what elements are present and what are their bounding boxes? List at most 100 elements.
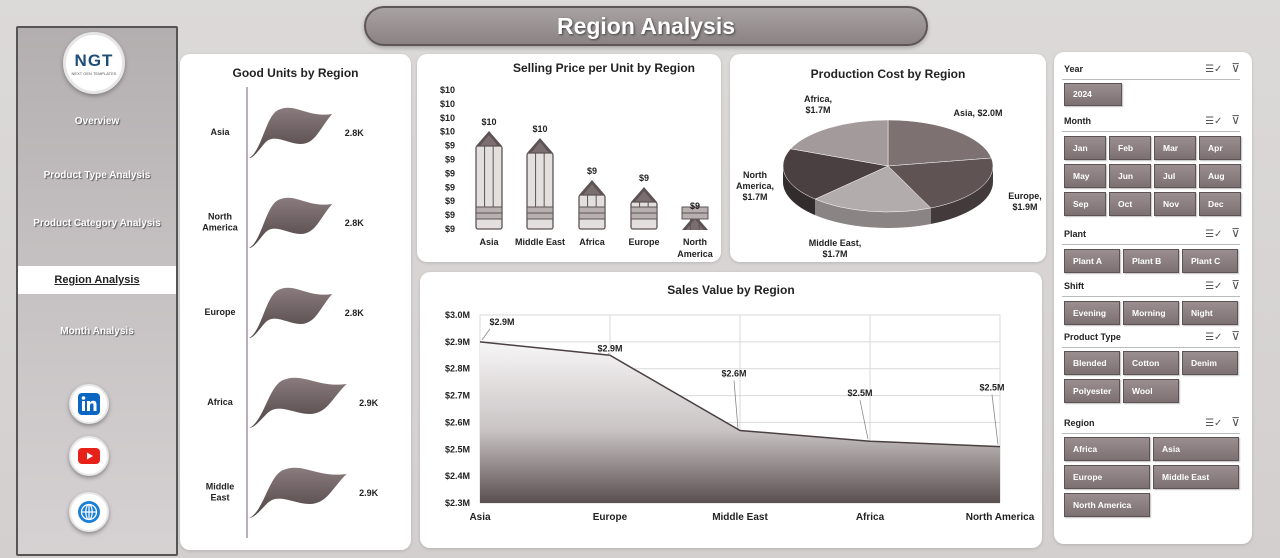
shift-slicer-controls: ☰✓ ⊽ xyxy=(1205,278,1240,292)
category-label-north-america: North xyxy=(683,237,707,247)
region-slicer-title: Region xyxy=(1064,418,1095,428)
plant-option-plant-a[interactable]: Plant A xyxy=(1064,249,1120,273)
multi-select-icon[interactable]: ☰✓ xyxy=(1205,281,1226,292)
region-option-middle-east[interactable]: Middle East xyxy=(1153,465,1239,489)
month-option-sep[interactable]: Sep xyxy=(1064,192,1106,216)
pie-side-middle-east xyxy=(815,199,931,228)
multi-select-icon[interactable]: ☰✓ xyxy=(1205,229,1226,240)
data-label-north-america: North America, $1.7M xyxy=(736,170,774,202)
bar-tip-shade-asia xyxy=(480,135,498,146)
region-option-europe[interactable]: Europe xyxy=(1064,465,1150,489)
clear-filter-icon[interactable]: ⊽ xyxy=(1231,226,1240,240)
shift-option-night[interactable]: Night xyxy=(1182,301,1238,325)
clear-filter-icon[interactable]: ⊽ xyxy=(1231,113,1240,127)
clear-filter-icon[interactable]: ⊽ xyxy=(1231,415,1240,429)
month-option-nov[interactable]: Nov xyxy=(1154,192,1196,216)
data-label-africa: 2.9K xyxy=(359,398,379,408)
sidebar-item-region-analysis[interactable]: Region Analysis xyxy=(18,266,176,294)
bar-africa xyxy=(249,377,347,428)
plant-option-plant-b[interactable]: Plant B xyxy=(1123,249,1179,273)
month-option-oct[interactable]: Oct xyxy=(1109,192,1151,216)
sidebar-item-month-analysis[interactable]: Month Analysis xyxy=(60,326,134,337)
leader-line xyxy=(991,394,999,445)
category-label-asia: Asia xyxy=(479,237,499,247)
product_type-option-denim[interactable]: Denim xyxy=(1182,351,1238,375)
data-label-asia: $10 xyxy=(481,117,496,127)
plant-option-plant-c[interactable]: Plant C xyxy=(1182,249,1238,273)
multi-select-icon[interactable]: ☰✓ xyxy=(1205,332,1226,343)
y-tick-label: $9 xyxy=(445,141,455,151)
y-tick-label: $2.9M xyxy=(445,337,470,347)
youtube-icon[interactable] xyxy=(69,436,109,476)
linkedin-icon[interactable] xyxy=(69,384,109,424)
category-label-europe: Europe xyxy=(593,512,628,523)
globe-icon[interactable] xyxy=(69,492,109,532)
clear-filter-icon[interactable]: ⊽ xyxy=(1231,278,1240,292)
product_type-slicer-title: Product Type xyxy=(1064,332,1121,342)
shift-option-morning[interactable]: Morning xyxy=(1123,301,1179,325)
region-slicer-divider xyxy=(1062,433,1240,434)
data-label-africa: Africa, $1.7M xyxy=(804,94,832,115)
data-label-europe: Europe, $1.9M xyxy=(1008,191,1042,212)
multi-select-icon[interactable]: ☰✓ xyxy=(1205,64,1226,75)
pie-side-europe xyxy=(930,166,993,225)
pie-slice-north-america xyxy=(782,148,889,200)
region-option-north-america[interactable]: North America xyxy=(1064,493,1150,517)
y-tick-label: $9 xyxy=(445,155,455,165)
bar-tip-shade-europe xyxy=(635,191,653,202)
month-option-jan[interactable]: Jan xyxy=(1064,136,1106,160)
year-slicer-title: Year xyxy=(1064,64,1084,74)
category-label-middle-east: East xyxy=(210,493,229,503)
shift-slicer-title: Shift xyxy=(1064,281,1084,291)
multi-select-icon[interactable]: ☰✓ xyxy=(1205,418,1226,429)
plant-slicer-controls: ☰✓ ⊽ xyxy=(1205,226,1240,240)
month-slicer-divider xyxy=(1062,131,1240,132)
data-label-middle-east: Middle East, $1.7M xyxy=(809,238,862,259)
bar-tip-shade-africa xyxy=(583,184,601,195)
logo: NGT NEXT GEN TEMPLATES xyxy=(63,32,125,94)
data-label-europe: 2.8K xyxy=(345,308,365,318)
selling-price-panel: Selling Price per Unit by Region $10 $10 $… xyxy=(417,54,721,262)
year-option-2024[interactable]: 2024 xyxy=(1064,83,1122,106)
month-slicer-controls: ☰✓ ⊽ xyxy=(1205,113,1240,127)
category-label-africa: Africa xyxy=(207,397,234,407)
region-option-africa[interactable]: Africa xyxy=(1064,437,1150,461)
month-option-aug[interactable]: Aug xyxy=(1199,164,1241,188)
production-cost-title: Production Cost by Region xyxy=(810,67,966,81)
category-label-europe: Europe xyxy=(628,237,659,247)
y-tick-label: $9 xyxy=(445,196,455,206)
pie-slice-europe xyxy=(887,157,994,209)
filter-panel: Year ☰✓ ⊽ 2024 Month ☰✓ ⊽ Jan Feb Mar Apr May Jun J… xyxy=(1054,52,1252,544)
sidebar-item-overview[interactable]: Overview xyxy=(74,116,120,127)
plant-slicer-title: Plant xyxy=(1064,229,1087,239)
data-label-europe: $9 xyxy=(639,173,649,183)
product_type-option-polyester[interactable]: Polyester xyxy=(1064,379,1120,403)
clear-filter-icon[interactable]: ⊽ xyxy=(1231,61,1240,75)
month-option-dec[interactable]: Dec xyxy=(1199,192,1241,216)
category-label-asia: Asia xyxy=(469,512,491,523)
product_type-option-blended[interactable]: Blended xyxy=(1064,351,1120,375)
category-label-north-america: America xyxy=(202,223,239,233)
y-tick-label: $9 xyxy=(445,210,455,220)
multi-select-icon[interactable]: ☰✓ xyxy=(1205,116,1226,127)
sidebar-item-product-type-analysis[interactable]: Product Type Analysis xyxy=(43,170,151,181)
product_type-option-wool[interactable]: Wool xyxy=(1123,379,1179,403)
month-option-feb[interactable]: Feb xyxy=(1109,136,1151,160)
month-option-jun[interactable]: Jun xyxy=(1109,164,1151,188)
product_type-slicer-controls: ☰✓ ⊽ xyxy=(1205,329,1240,343)
month-option-mar[interactable]: Mar xyxy=(1154,136,1196,160)
bar-europe xyxy=(249,287,333,338)
month-option-may[interactable]: May xyxy=(1064,164,1106,188)
sidebar-item-product-category-analysis[interactable]: Product Category Analysis xyxy=(33,218,161,229)
category-label-north-america: North America xyxy=(966,512,1035,523)
product_type-option-cotton[interactable]: Cotton xyxy=(1123,351,1179,375)
plant-slicer-divider xyxy=(1062,244,1240,245)
clear-filter-icon[interactable]: ⊽ xyxy=(1231,329,1240,343)
y-tick-label: $2.8M xyxy=(445,364,470,374)
month-option-apr[interactable]: Apr xyxy=(1199,136,1241,160)
selling-price-title: Selling Price per Unit by Region xyxy=(512,61,696,75)
shift-option-evening[interactable]: Evening xyxy=(1064,301,1120,325)
month-option-jul[interactable]: Jul xyxy=(1154,164,1196,188)
region-option-asia[interactable]: Asia xyxy=(1153,437,1239,461)
